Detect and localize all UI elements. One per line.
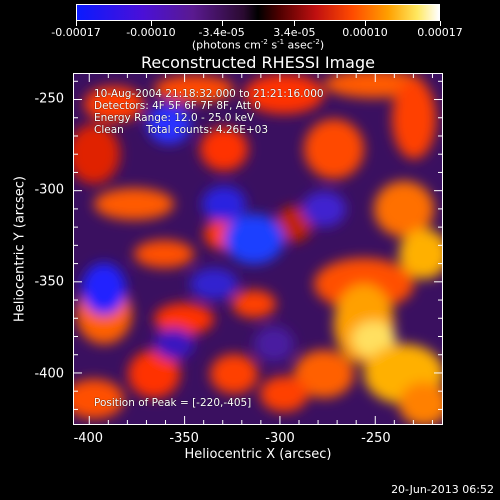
date-stamp: 20-Jun-2013 06:52 [391, 483, 494, 496]
y-tick-label: -300 [34, 182, 64, 198]
colorbar-tick [365, 21, 367, 26]
image-intensity-blob [232, 290, 276, 318]
colorbar-tick [76, 21, 77, 26]
x-tick-label: -300 [265, 431, 295, 446]
colorbar-tick [440, 21, 441, 26]
y-tick-label: -350 [34, 274, 64, 290]
image-intensity-blob [294, 350, 354, 398]
x-axis-label: Heliocentric X (arcsec) [184, 447, 332, 462]
x-tick-label: -350 [169, 431, 199, 446]
annotation-energy: Energy Range: 12.0 - 25.0 keV [94, 112, 255, 124]
x-tick-label: -250 [361, 431, 391, 446]
colorbar-tick [294, 21, 296, 26]
annotation-peak: Position of Peak = [-220,-405] [94, 397, 252, 409]
image-intensity-blob [202, 186, 246, 222]
colorbar-tick-label: -0.00017 [51, 26, 101, 39]
image-intensity-blob [74, 124, 120, 184]
colorbar-units: (photons cm-2 s-1 asec-2) [191, 38, 325, 52]
image-intensity-blob [94, 188, 174, 220]
colorbar-tick-label: 0.00010 [342, 26, 388, 39]
image-intensity-blob [399, 382, 442, 424]
image-intensity-blob [224, 214, 284, 264]
image-intensity-blob [200, 127, 248, 171]
image-intensity-blob [302, 191, 346, 227]
image-intensity-blob [74, 379, 124, 419]
image-intensity-blob [399, 229, 442, 279]
image-intensity-blob [190, 268, 238, 300]
image-intensity-blob [304, 119, 364, 179]
colorbar [76, 4, 440, 21]
y-axis-label: Heliocentric Y (arcsec) [12, 176, 28, 322]
y-tick-label: -400 [34, 366, 64, 382]
image-intensity-blob [134, 240, 194, 268]
y-tick-label: -250 [34, 91, 64, 107]
image-intensity-blob [154, 303, 214, 335]
colorbar-tick [221, 21, 223, 26]
annotation-counts: Total counts: 4.26E+03 [146, 124, 269, 136]
colorbar-tick-label: -3.4e-05 [198, 26, 245, 39]
x-tick-label: -400 [73, 431, 104, 446]
image-intensity-blob [84, 86, 144, 122]
heatmap-image [74, 74, 442, 424]
chart-title: Reconstructed RHESSI Image [141, 53, 375, 72]
colorbar-tick-label: 0.00017 [417, 26, 463, 39]
image-intensity-blob [254, 326, 294, 362]
annotation-method: Clean [94, 124, 124, 136]
image-intensity-blob [128, 350, 180, 398]
annotation-detectors: Detectors: 4F 5F 6F 7F 8F, Att 0 [94, 100, 261, 112]
image-intensity-blob [210, 354, 258, 394]
image-intensity-blob [154, 328, 194, 360]
image-intensity-blob [82, 263, 126, 315]
image-intensity-blob [147, 104, 191, 144]
colorbar-tick [150, 21, 152, 26]
image-intensity-blob [276, 206, 312, 242]
colorbar-tick-label: -0.00010 [126, 26, 176, 39]
annotation-time-range: 10-Aug-2004 21:18:32.000 to 21:21:16.000 [94, 88, 324, 100]
plot-area [73, 73, 443, 425]
image-intensity-blob [392, 79, 436, 159]
image-intensity-blob [260, 376, 308, 412]
colorbar-tick-label: 3.4e-05 [273, 26, 316, 39]
image-intensity-blob [154, 75, 234, 103]
image-intensity-blob [374, 181, 434, 237]
image-intensity-blob [244, 74, 324, 114]
